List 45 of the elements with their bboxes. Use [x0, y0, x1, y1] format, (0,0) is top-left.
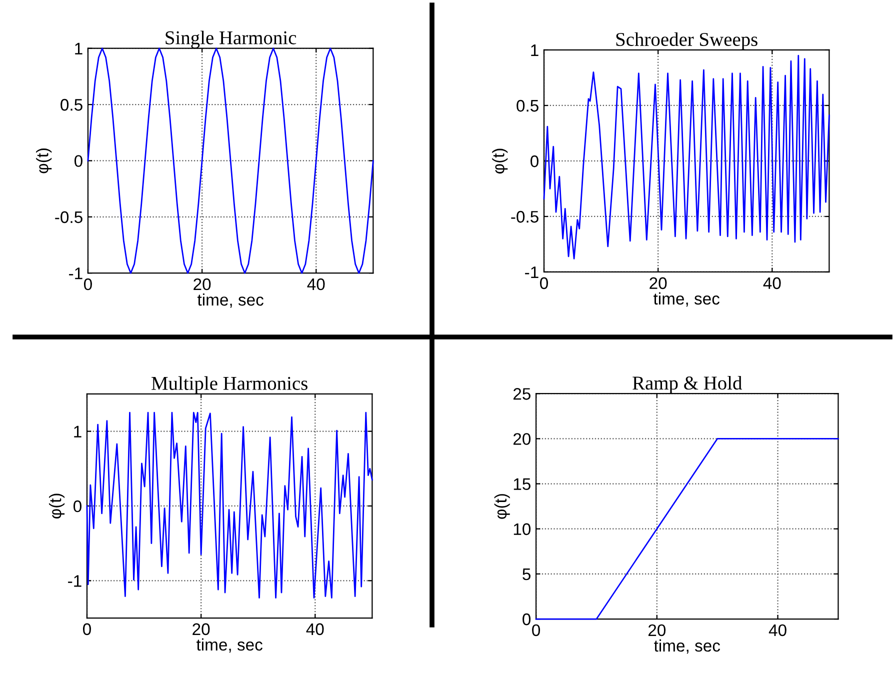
y-tick-label: 1: [75, 42, 82, 54]
y-tick-label: -1: [69, 268, 82, 280]
y-tick-label: -1: [525, 266, 538, 278]
x-tick-label: 20: [648, 624, 666, 636]
y-tick-label: 0: [74, 155, 82, 167]
x-axis-title: time, sec: [654, 639, 720, 654]
x-tick-label: 20: [650, 277, 667, 290]
y-tick-label: 0: [530, 155, 538, 168]
y-tick-label: 20: [513, 433, 531, 445]
x-tick-label: 40: [768, 624, 786, 636]
x-axis-title: time, sec: [654, 292, 720, 307]
chart-title: Ramp & Hold: [632, 376, 742, 394]
chart-title: Schroeder Sweeps: [616, 32, 758, 50]
y-tick-label: 0: [522, 613, 531, 626]
y-tick-label: 0.5: [60, 98, 82, 111]
chart-title: Single Harmonic: [166, 30, 296, 48]
y-tick-label: 0.5: [516, 100, 538, 112]
x-tick-label: 0: [83, 623, 91, 636]
x-tick-label: 0: [540, 277, 548, 290]
y-axis-title: φ(t): [492, 148, 508, 174]
y-tick-label: 0: [74, 500, 82, 512]
x-tick-label: 40: [307, 278, 325, 290]
y-tick-label: 5: [522, 568, 530, 580]
y-axis-title: φ(t): [494, 494, 510, 519]
line-series: [543, 54, 830, 260]
line-series: [87, 48, 374, 274]
x-tick-label: 20: [194, 278, 211, 290]
y-tick-label: 1: [74, 426, 82, 438]
x-tick-label: 20: [192, 623, 210, 636]
y-axis-title: φ(t): [36, 148, 52, 174]
line-series: [86, 412, 373, 599]
y-tick-label: 15: [514, 478, 530, 490]
y-tick-label: -1: [68, 575, 82, 587]
x-tick-label: 40: [306, 623, 324, 636]
x-tick-label: 40: [763, 277, 781, 290]
y-tick-label: 25: [513, 388, 530, 400]
x-axis-title: time, sec: [196, 638, 262, 653]
x-tick-label: 0: [84, 278, 92, 290]
y-tick-label: 1: [531, 44, 538, 56]
y-axis-title: φ(t): [48, 494, 65, 519]
x-axis-title: time, sec: [197, 293, 264, 308]
y-tick-label: -0.5: [511, 210, 538, 223]
chart-title: Multiple Harmonics: [152, 376, 308, 394]
y-tick-label: -0.5: [55, 211, 82, 224]
y-tick-label: 10: [514, 523, 531, 536]
